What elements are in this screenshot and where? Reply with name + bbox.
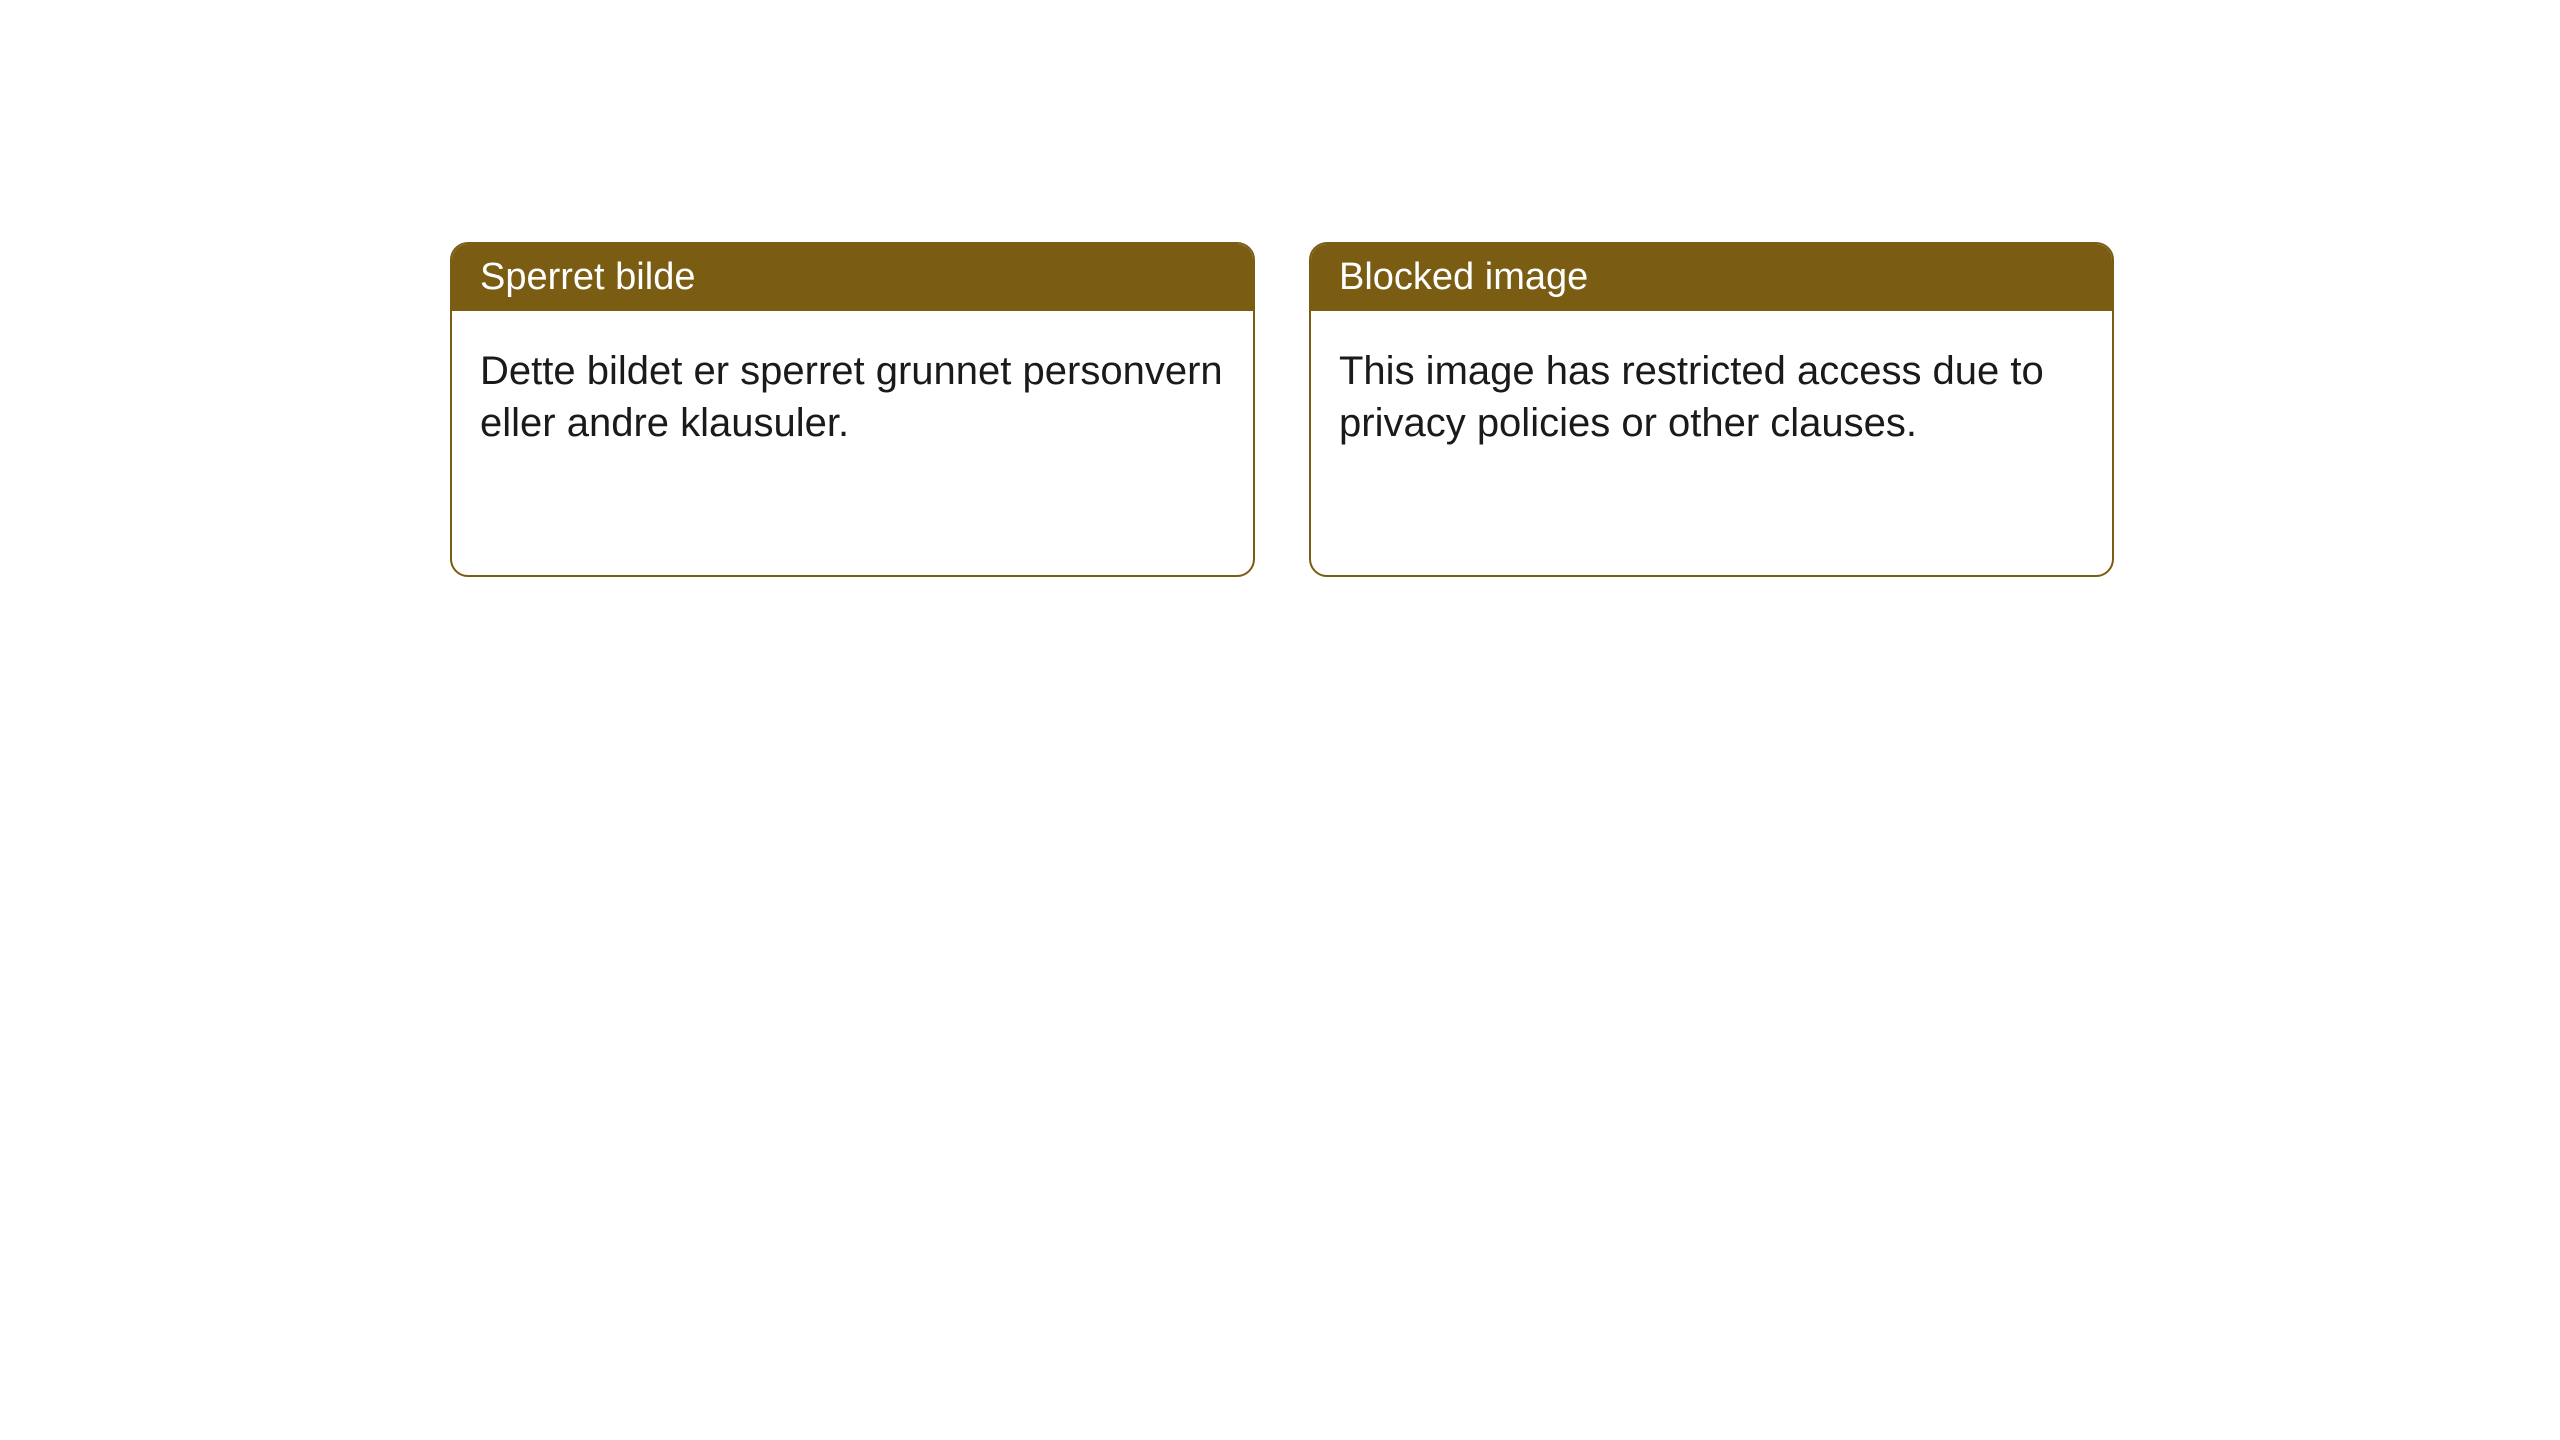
card-body: This image has restricted access due to … [1311,311,2112,483]
card-body: Dette bildet er sperret grunnet personve… [452,311,1253,483]
card-header-text: Blocked image [1339,256,1588,298]
notice-card-english: Blocked image This image has restricted … [1309,242,2114,577]
card-header: Sperret bilde [452,244,1253,311]
notice-card-norwegian: Sperret bilde Dette bildet er sperret gr… [450,242,1255,577]
card-header: Blocked image [1311,244,2112,311]
card-header-text: Sperret bilde [480,256,695,298]
card-body-text: Dette bildet er sperret grunnet personve… [480,349,1223,445]
notice-cards-container: Sperret bilde Dette bildet er sperret gr… [450,242,2114,577]
card-body-text: This image has restricted access due to … [1339,349,2044,445]
